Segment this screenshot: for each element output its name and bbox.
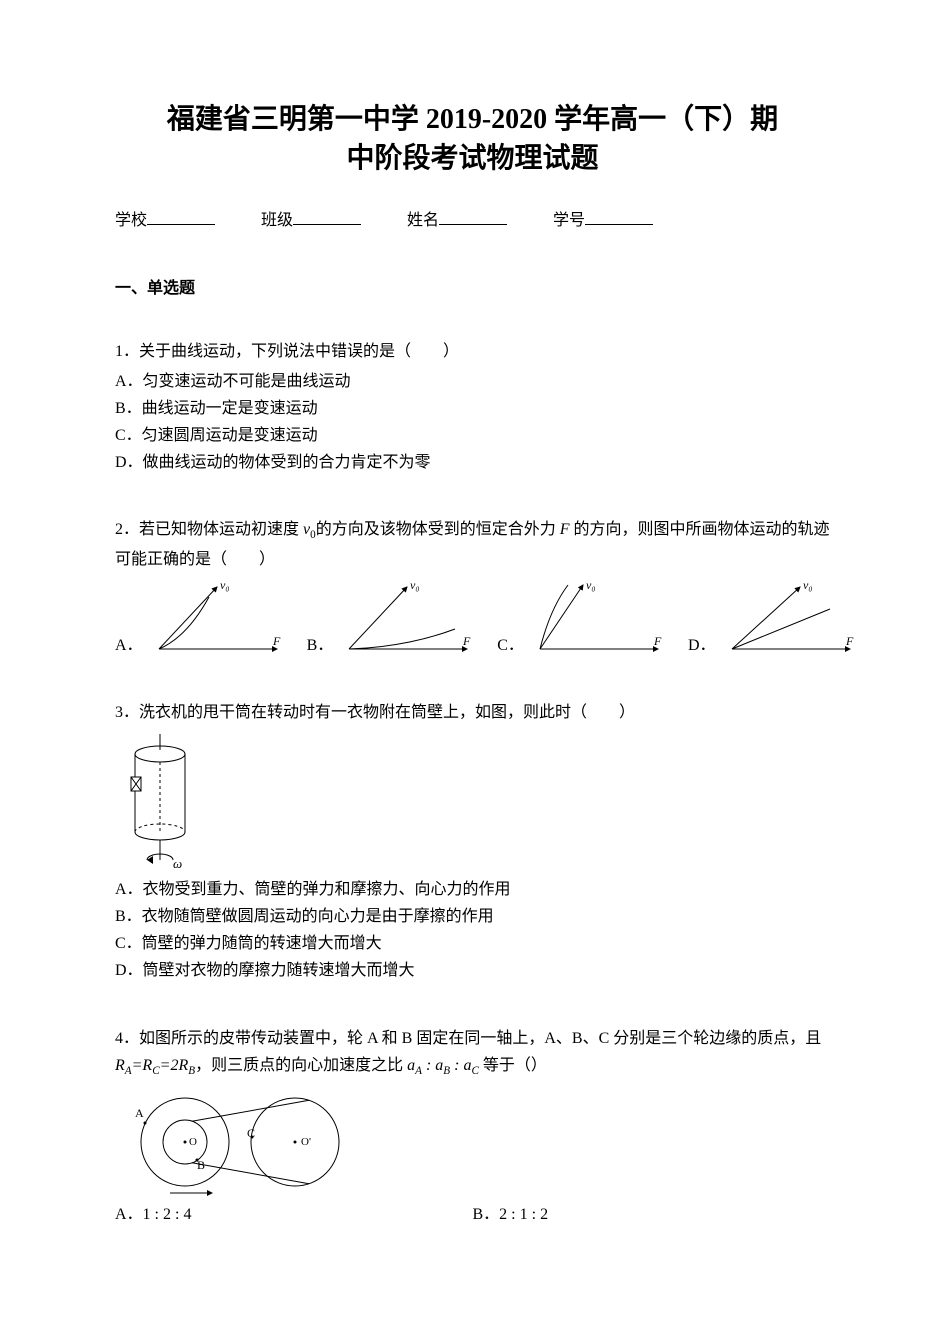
q3-option-d: D．筒壁对衣物的摩擦力随转速增大而增大 — [115, 957, 830, 984]
q4-acc-ratio: aA : aB : aC — [407, 1057, 479, 1074]
q3-option-a: A．衣物受到重力、筒壁的弹力和摩擦力、向心力的作用 — [115, 876, 830, 903]
svg-text:F: F — [653, 634, 662, 648]
title-line-2: 中阶段考试物理试题 — [346, 143, 598, 174]
q2-option-b: B． v₀ F — [307, 579, 478, 659]
q2-option-c: C． v₀ F — [497, 579, 668, 659]
q4-stem-mid: ，则三质点的向心加速度之比 — [195, 1057, 407, 1074]
question-2: 2．若已知物体运动初速度 v0的方向及该物体受到的恒定合外力 F 的方向，则图中… — [115, 516, 830, 658]
q2-options-row: A． v₀ F B． v₀ F — [115, 579, 830, 659]
q1-option-b: B．曲线运动一定是变速运动 — [115, 395, 830, 422]
q1-stem: 1．关于曲线运动，下列说法中错误的是（ ） — [115, 338, 830, 365]
class-blank[interactable] — [293, 208, 361, 225]
q2-stem-mid: 的方向及该物体受到的恒定合外力 — [316, 521, 560, 538]
title-line-1: 福建省三明第一中学 2019-2020 学年高一（下）期 — [167, 104, 778, 135]
q2-option-a: A． v₀ F — [115, 579, 287, 659]
q4-radius-relation: RA=RC=2RB — [115, 1057, 195, 1074]
id-label: 学号 — [553, 212, 585, 229]
question-1: 1．关于曲线运动，下列说法中错误的是（ ） A．匀变速运动不可能是曲线运动 B．… — [115, 338, 830, 476]
q2-diagram-b: v₀ F — [337, 579, 477, 659]
q4-stem: 4．如图所示的皮带传动装置中，轮 A 和 B 固定在同一轴上，A、B、C 分别是… — [115, 1025, 830, 1081]
class-label: 班级 — [261, 212, 293, 229]
q4-stem-pre: 4．如图所示的皮带传动装置中，轮 A 和 B 固定在同一轴上，A、B、C 分别是… — [115, 1030, 821, 1047]
q1-option-c: C．匀速圆周运动是变速运动 — [115, 422, 830, 449]
q4-diagram: A O B C O' — [115, 1087, 365, 1197]
name-label: 姓名 — [407, 212, 439, 229]
q2-label-c: C． — [497, 632, 524, 659]
q2-diagram-a: v₀ F — [147, 579, 287, 659]
q2-diagram-c: v₀ F — [528, 579, 668, 659]
section-1-heading: 一、单选题 — [115, 274, 830, 298]
svg-text:v₀: v₀ — [410, 579, 420, 592]
svg-text:v₀: v₀ — [220, 579, 230, 592]
q4-option-b: B．2 : 1 : 2 — [473, 1201, 831, 1228]
svg-text:v₀: v₀ — [803, 579, 813, 592]
name-blank[interactable] — [439, 208, 507, 225]
q4-option-a: A．1 : 2 : 4 — [115, 1201, 473, 1228]
q3-diagram: ω — [115, 732, 205, 872]
exam-page: 福建省三明第一中学 2019-2020 学年高一（下）期 中阶段考试物理试题 学… — [0, 0, 945, 1337]
svg-text:F: F — [272, 634, 281, 648]
q3-option-b: B．衣物随筒壁做圆周运动的向心力是由于摩擦的作用 — [115, 903, 830, 930]
q2-option-d: D． v₀ F — [688, 579, 860, 659]
exam-title: 福建省三明第一中学 2019-2020 学年高一（下）期 中阶段考试物理试题 — [115, 100, 830, 178]
q1-option-a: A．匀变速运动不可能是曲线运动 — [115, 368, 830, 395]
q1-option-d: D．做曲线运动的物体受到的合力肯定不为零 — [115, 449, 830, 476]
svg-text:A: A — [135, 1106, 144, 1120]
school-label: 学校 — [115, 212, 147, 229]
q4-options-row: A．1 : 2 : 4 B．2 : 1 : 2 — [115, 1201, 830, 1228]
svg-text:F: F — [462, 634, 471, 648]
q2-label-b: B． — [307, 632, 334, 659]
student-info-row: 学校 班级 姓名 学号 — [115, 206, 830, 230]
q4-stem-post: 等于（） — [479, 1057, 547, 1074]
question-4: 4．如图所示的皮带传动装置中，轮 A 和 B 固定在同一轴上，A、B、C 分别是… — [115, 1025, 830, 1229]
q2-stem-pre: 2．若已知物体运动初速度 — [115, 521, 303, 538]
q2-label-a: A． — [115, 632, 143, 659]
svg-text:v₀: v₀ — [586, 579, 596, 592]
q2-stem: 2．若已知物体运动初速度 v0的方向及该物体受到的恒定合外力 F 的方向，则图中… — [115, 516, 830, 572]
question-3: 3．洗衣机的甩干筒在转动时有一衣物附在筒壁上，如图，则此时（ ） ω A．衣物受… — [115, 699, 830, 985]
q3-stem: 3．洗衣机的甩干筒在转动时有一衣物附在筒壁上，如图，则此时（ ） — [115, 699, 830, 726]
q2-label-d: D． — [688, 632, 716, 659]
svg-text:O: O — [189, 1136, 197, 1148]
svg-text:O': O' — [301, 1136, 311, 1148]
q2-F: F — [560, 521, 570, 538]
id-blank[interactable] — [585, 208, 653, 225]
q2-diagram-d: v₀ F — [720, 579, 860, 659]
q3-option-c: C．筒壁的弹力随筒的转速增大而增大 — [115, 930, 830, 957]
svg-text:ω: ω — [173, 856, 182, 871]
svg-text:F: F — [845, 634, 854, 648]
school-blank[interactable] — [147, 208, 215, 225]
